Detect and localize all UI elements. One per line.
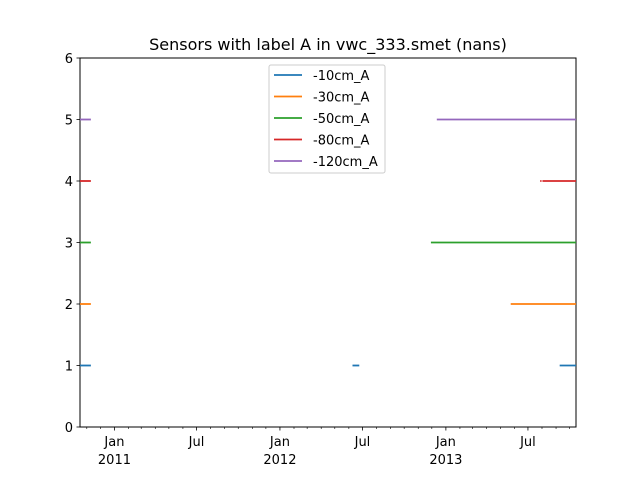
y-tick-label: 5 (65, 114, 73, 129)
y-axis: 0 1 2 3 4 5 6 (65, 52, 80, 436)
y-tick-label: 4 (65, 175, 73, 190)
x-tick-label: Jul (188, 435, 205, 450)
chart-title: Sensors with label A in vwc_333.smet (na… (149, 35, 507, 55)
y-tick-label: 1 (65, 360, 73, 375)
legend: -10cm_A -30cm_A -50cm_A -80cm_A -120cm_A (268, 64, 386, 174)
legend-box (268, 64, 386, 174)
y-tick-label: 6 (65, 52, 73, 67)
y-tick-label: 3 (65, 237, 73, 252)
x-tick-label: Jan (269, 435, 290, 450)
legend-label: -120cm_A (313, 155, 378, 170)
x-tick-year-label: 2011 (98, 453, 131, 468)
series-layer (80, 118, 576, 367)
y-tick-label: 0 (65, 421, 73, 436)
x-axis: Jan 2011 Jul Jan 2012 Jul Jan 2013 Jul (86, 427, 570, 468)
x-tick-label: Jan (103, 435, 124, 450)
x-tick-year-label: 2013 (429, 453, 462, 468)
x-tick-year-label: 2012 (263, 453, 296, 468)
x-tick-label: Jan (435, 435, 456, 450)
legend-label: -30cm_A (313, 91, 370, 106)
legend-label: -10cm_A (313, 69, 370, 84)
legend-label: -80cm_A (313, 134, 370, 149)
y-tick-label: 2 (65, 298, 73, 313)
legend-label: -50cm_A (313, 112, 370, 127)
x-tick-label: Jul (519, 435, 536, 450)
x-tick-label: Jul (354, 435, 371, 450)
